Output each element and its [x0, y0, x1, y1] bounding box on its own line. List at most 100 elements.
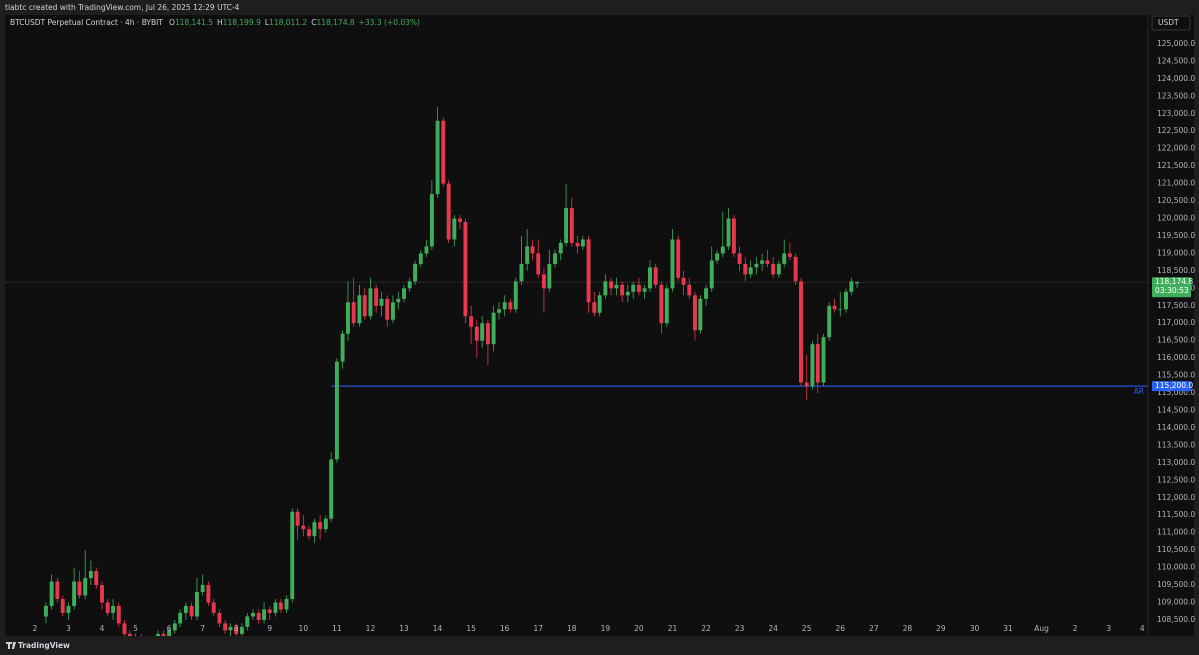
y-tick-label: 109,000.0: [1157, 597, 1195, 606]
candle-body: [72, 581, 77, 606]
candle-body: [799, 281, 803, 383]
ohlc-value: 118,199.9: [223, 18, 261, 27]
candle-body: [77, 581, 82, 596]
y-tick-label: 115,500.0: [1157, 371, 1195, 380]
x-tick-label: 29: [936, 624, 946, 633]
candle-body: [480, 323, 485, 341]
candle-body: [295, 511, 300, 526]
candle-body: [564, 208, 569, 243]
candle-body: [754, 263, 759, 268]
candle-body: [418, 253, 423, 264]
candle-body: [580, 239, 585, 247]
candle-body: [513, 281, 518, 310]
x-tick-label: 17: [533, 624, 543, 633]
x-tick-label: 28: [903, 624, 913, 633]
candle-body: [603, 281, 608, 296]
last-price-badge: [1152, 277, 1191, 298]
candle-body: [693, 295, 697, 331]
candle-body: [189, 605, 194, 617]
candle-body: [636, 284, 641, 292]
candle-body: [362, 295, 367, 317]
candle-body: [664, 288, 669, 324]
candle-body: [731, 218, 736, 254]
ohlc-key: L: [265, 18, 270, 27]
y-tick-label: 111,500.0: [1157, 510, 1195, 519]
x-tick-label: 27: [869, 624, 879, 633]
ohlc-key: H: [217, 18, 223, 27]
candle-body: [553, 253, 557, 264]
candle-body: [111, 605, 116, 613]
candle-body: [256, 612, 261, 620]
candle-body: [726, 218, 731, 247]
candle-body: [390, 302, 395, 320]
x-tick-label: 18: [567, 624, 577, 633]
candle-body: [66, 605, 71, 613]
x-tick-label: 25: [802, 624, 812, 633]
candle-body: [267, 609, 272, 613]
y-tick-label: 119,000.0: [1157, 248, 1195, 257]
x-tick-label: 10: [299, 624, 309, 633]
x-tick-label: 24: [768, 624, 778, 633]
candle-body: [653, 267, 658, 285]
y-tick-label: 110,500.0: [1157, 545, 1195, 554]
candle-body: [368, 288, 373, 317]
candle-body: [743, 263, 748, 275]
candle-body: [855, 282, 860, 284]
candle-body: [413, 263, 418, 282]
x-tick-label: 6: [167, 624, 172, 633]
credit: tiabtc created with TradingView.com, Jul…: [5, 3, 240, 12]
x-tick-label: 12: [366, 624, 376, 633]
candle-body: [441, 120, 446, 184]
y-tick-label: 119,500.0: [1157, 231, 1195, 240]
candle-body: [273, 602, 278, 613]
candle-body: [301, 525, 306, 530]
candle-body: [284, 598, 289, 610]
ohlc-key: C: [311, 18, 316, 27]
candle-body: [127, 633, 132, 636]
candle-body: [815, 344, 820, 383]
y-tick-label: 123,500.0: [1157, 91, 1195, 100]
y-tick-label: 109,500.0: [1157, 580, 1195, 589]
candle-body: [374, 288, 379, 306]
candle-body: [631, 284, 636, 292]
candle-body: [541, 274, 546, 289]
candle-body: [614, 284, 619, 289]
x-tick-label: 5: [133, 624, 138, 633]
candle-body: [497, 309, 501, 313]
overlay: BTCUSDT Perpetual Contract · 4h · BYBIT O…: [10, 18, 1195, 633]
candle-body: [715, 253, 720, 261]
candle-body: [194, 592, 199, 617]
candle-body: [251, 612, 255, 617]
candle-body: [340, 333, 345, 362]
candle-body: [625, 291, 630, 296]
candle-body: [156, 633, 160, 636]
x-tick-label: 2: [1073, 624, 1078, 633]
x-tick-label: 13: [399, 624, 409, 633]
candle-body: [519, 263, 524, 282]
candle-body: [116, 605, 121, 624]
x-tick-label: 20: [634, 624, 644, 633]
ohlc-key: O: [169, 18, 175, 27]
y-tick-label: 125,000.0: [1157, 39, 1195, 48]
y-tick-label: 122,000.0: [1157, 144, 1195, 153]
candle-body: [424, 246, 429, 254]
y-tick-label: 121,500.0: [1157, 161, 1195, 170]
candle-body: [88, 571, 93, 579]
y-tick-label: 118,500.0: [1157, 266, 1195, 275]
candle-body: [659, 284, 664, 324]
x-tick-label: 3: [1106, 624, 1111, 633]
x-tick-label: 31: [1003, 624, 1013, 633]
brand: TradingView: [18, 641, 70, 650]
candle-body: [547, 263, 552, 289]
candle-body: [787, 253, 792, 257]
candle-body: [49, 581, 54, 606]
y-tick-label: 121,000.0: [1157, 179, 1195, 188]
x-tick-label: 21: [668, 624, 678, 633]
candle-body: [351, 302, 356, 324]
candle-body: [648, 267, 652, 289]
candle-body: [396, 298, 401, 303]
candle-body: [720, 246, 725, 254]
candle-body: [491, 312, 496, 345]
